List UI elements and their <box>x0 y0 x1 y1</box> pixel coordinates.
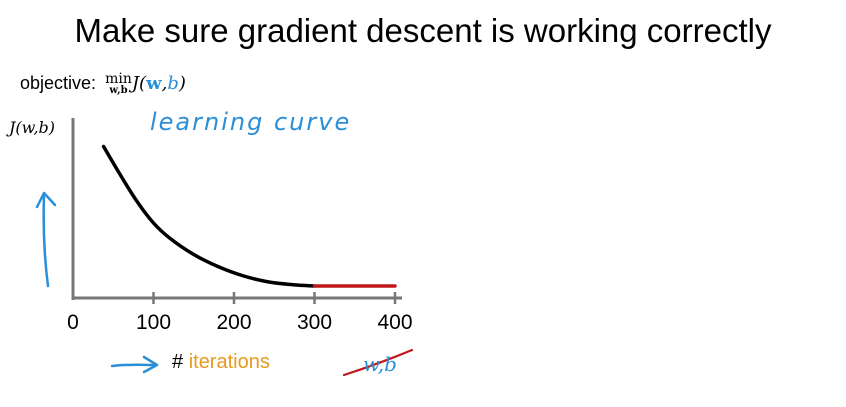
right-arrow-icon <box>110 363 158 368</box>
x-axis-label-hash: # <box>172 351 184 373</box>
min-subscript: w,b <box>109 85 128 96</box>
objective-label: objective: <box>20 72 97 93</box>
x-tick-label-300: 300 <box>296 311 333 334</box>
x-tick-label-100: 100 <box>135 311 172 334</box>
x-axis-label: # iterations <box>172 351 270 374</box>
x-tick-marks <box>152 292 397 304</box>
x-axis-label-word: iterations <box>188 351 270 373</box>
min-operator: min w,b <box>105 72 132 96</box>
cost-function: J(w,b) <box>132 73 186 94</box>
b-variable: b <box>167 72 179 94</box>
struck-parameters: w,b <box>363 352 397 376</box>
x-tick-label-200: 200 <box>216 311 252 334</box>
up-arrow-head-icon <box>35 191 57 209</box>
cost-func-comma: , <box>161 72 168 94</box>
x-tick-label-0: 0 <box>67 311 79 334</box>
x-tick-label-400: 400 <box>377 311 413 334</box>
strike-through-mark <box>342 348 414 377</box>
w-vector: w <box>146 72 162 94</box>
cost-func-open: J( <box>131 72 147 94</box>
y-axis-label: J(w,b) <box>9 118 56 137</box>
cost-curve-line <box>101 144 317 288</box>
right-arrow-head-icon <box>142 355 159 374</box>
cost-func-close: ) <box>178 72 186 94</box>
learning-curve-caption: learning curve <box>150 108 352 136</box>
min-word: min <box>105 71 132 87</box>
slide-title: Make sure gradient descent is working co… <box>74 12 772 49</box>
objective-formula: objective: min w,b J(w,b) <box>20 72 186 96</box>
up-arrow-icon <box>42 193 50 288</box>
